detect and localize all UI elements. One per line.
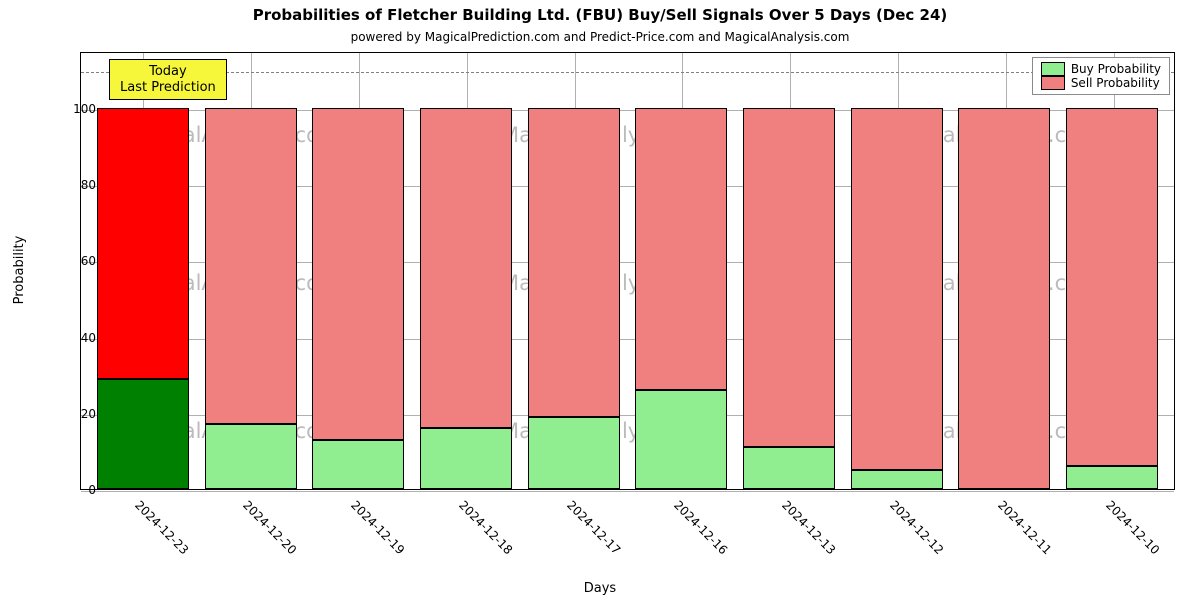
legend-item-sell: Sell Probability (1041, 76, 1161, 90)
legend-label-buy: Buy Probability (1071, 62, 1161, 76)
chart-subtitle: powered by MagicalPrediction.com and Pre… (0, 30, 1200, 44)
bar-segment-sell (743, 108, 835, 447)
y-tick-label: 20 (56, 407, 96, 421)
bar-segment-sell (851, 108, 943, 470)
x-tick: 2024-12-10 (1067, 492, 1159, 572)
bar (635, 108, 727, 489)
x-tick-label: 2024-12-18 (456, 498, 515, 557)
x-tick-label: 2024-12-17 (564, 498, 623, 557)
bar (851, 108, 943, 489)
legend-label-sell: Sell Probability (1071, 76, 1160, 90)
x-tick: 2024-12-19 (312, 492, 404, 572)
y-tick-label: 100 (56, 102, 96, 116)
x-tick-label: 2024-12-13 (779, 498, 838, 557)
legend: Buy Probability Sell Probability (1032, 57, 1170, 95)
legend-item-buy: Buy Probability (1041, 62, 1161, 76)
bar (97, 108, 189, 489)
bar-segment-buy (1066, 466, 1158, 489)
bar-segment-buy (420, 428, 512, 489)
x-tick-label: 2024-12-23 (132, 498, 191, 557)
x-axis-ticks: 2024-12-23 2024-12-20 2024-12-19 2024-12-18… (80, 492, 1175, 572)
x-tick-label: 2024-12-20 (240, 498, 299, 557)
x-tick-label: 2024-12-10 (1103, 498, 1162, 557)
x-tick-label: 2024-12-11 (995, 498, 1054, 557)
plot-area: MagicalAnalysis.com MagicalAnalysis.com … (80, 52, 1175, 490)
bar-segment-sell (1066, 108, 1158, 466)
bar-segment-buy (97, 379, 189, 489)
x-tick: 2024-12-20 (204, 492, 296, 572)
bar-segment-buy (312, 440, 404, 490)
x-tick-label: 2024-12-12 (887, 498, 946, 557)
callout-line2: Last Prediction (120, 80, 216, 96)
x-tick: 2024-12-17 (528, 492, 620, 572)
bar-segment-sell (97, 108, 189, 378)
x-tick: 2024-12-18 (420, 492, 512, 572)
chart-container: Probabilities of Fletcher Building Ltd. … (0, 0, 1200, 600)
x-axis-label: Days (0, 581, 1200, 596)
bar-segment-buy (635, 390, 727, 489)
x-tick-label: 2024-12-19 (348, 498, 407, 557)
bar-segment-buy (851, 470, 943, 489)
bar-segment-buy (528, 417, 620, 489)
bar-segment-sell (420, 108, 512, 428)
bar-segment-sell (205, 108, 297, 424)
bar-segment-buy (743, 447, 835, 489)
chart-title: Probabilities of Fletcher Building Ltd. … (0, 6, 1200, 24)
x-tick: 2024-12-16 (635, 492, 727, 572)
y-tick-label: 40 (56, 331, 96, 345)
today-callout: Today Last Prediction (109, 59, 227, 100)
bar (312, 108, 404, 489)
x-tick: 2024-12-11 (959, 492, 1051, 572)
x-tick: 2024-12-12 (851, 492, 943, 572)
bar-segment-sell (312, 108, 404, 439)
x-tick: 2024-12-13 (743, 492, 835, 572)
bar (528, 108, 620, 489)
bar (743, 108, 835, 489)
callout-line1: Today (120, 64, 216, 80)
legend-swatch-sell (1041, 76, 1065, 90)
y-tick-label: 60 (56, 254, 96, 268)
bar (420, 108, 512, 489)
bars-group (81, 53, 1174, 489)
x-tick: 2024-12-23 (96, 492, 188, 572)
bar-segment-sell (958, 108, 1050, 489)
y-axis-label: Probability (12, 236, 27, 305)
bar-segment-buy (205, 424, 297, 489)
y-tick-label: 80 (56, 178, 96, 192)
x-tick-label: 2024-12-16 (671, 498, 730, 557)
bar (958, 108, 1050, 489)
bar-segment-sell (528, 108, 620, 417)
bar-segment-sell (635, 108, 727, 390)
bar (1066, 108, 1158, 489)
legend-swatch-buy (1041, 62, 1065, 76)
bar (205, 108, 297, 489)
